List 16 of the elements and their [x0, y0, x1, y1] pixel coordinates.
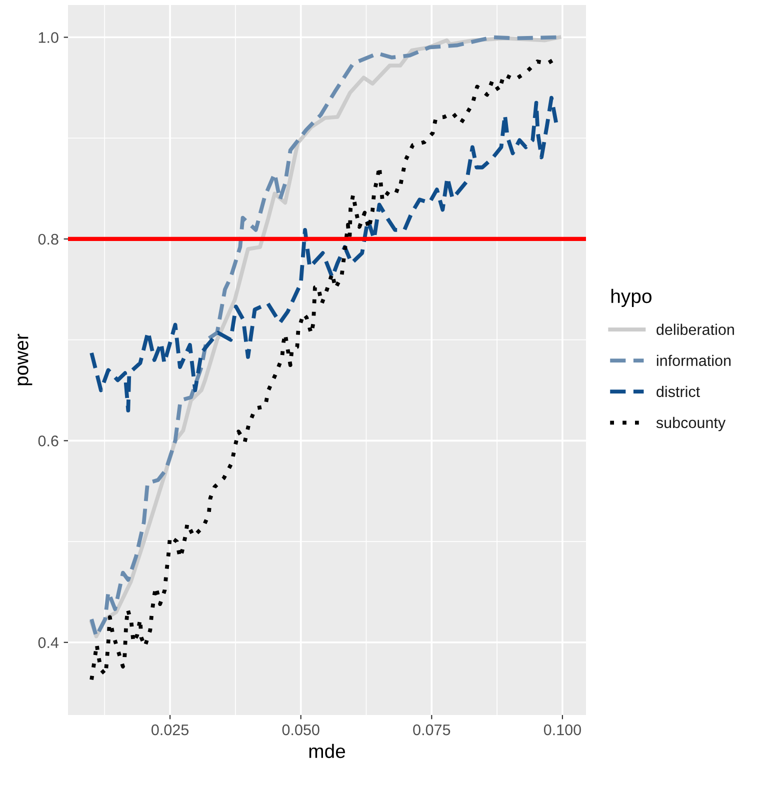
x-tick-label: 0.100	[544, 724, 581, 736]
line-series	[90, 96, 558, 412]
x-tick-label: 0.075	[413, 724, 450, 736]
x-tick-label: 0.025	[152, 724, 189, 736]
legend-title: hypo	[611, 288, 652, 307]
x-tick-label: 0.050	[282, 724, 320, 736]
legend-label: information	[656, 354, 731, 366]
y-tick-label: 0.6	[38, 436, 58, 446]
y-tick-label: 1.0	[38, 32, 58, 43]
y-tick-label: 0.4	[38, 637, 59, 648]
legend-label: subcounty	[656, 416, 726, 432]
legend-label: district	[656, 386, 700, 398]
legend-label: deliberation	[656, 324, 734, 335]
y-axis-title: power	[18, 334, 32, 386]
y-tick-label: 0.8	[38, 234, 58, 245]
x-axis-title: mde	[309, 744, 346, 758]
